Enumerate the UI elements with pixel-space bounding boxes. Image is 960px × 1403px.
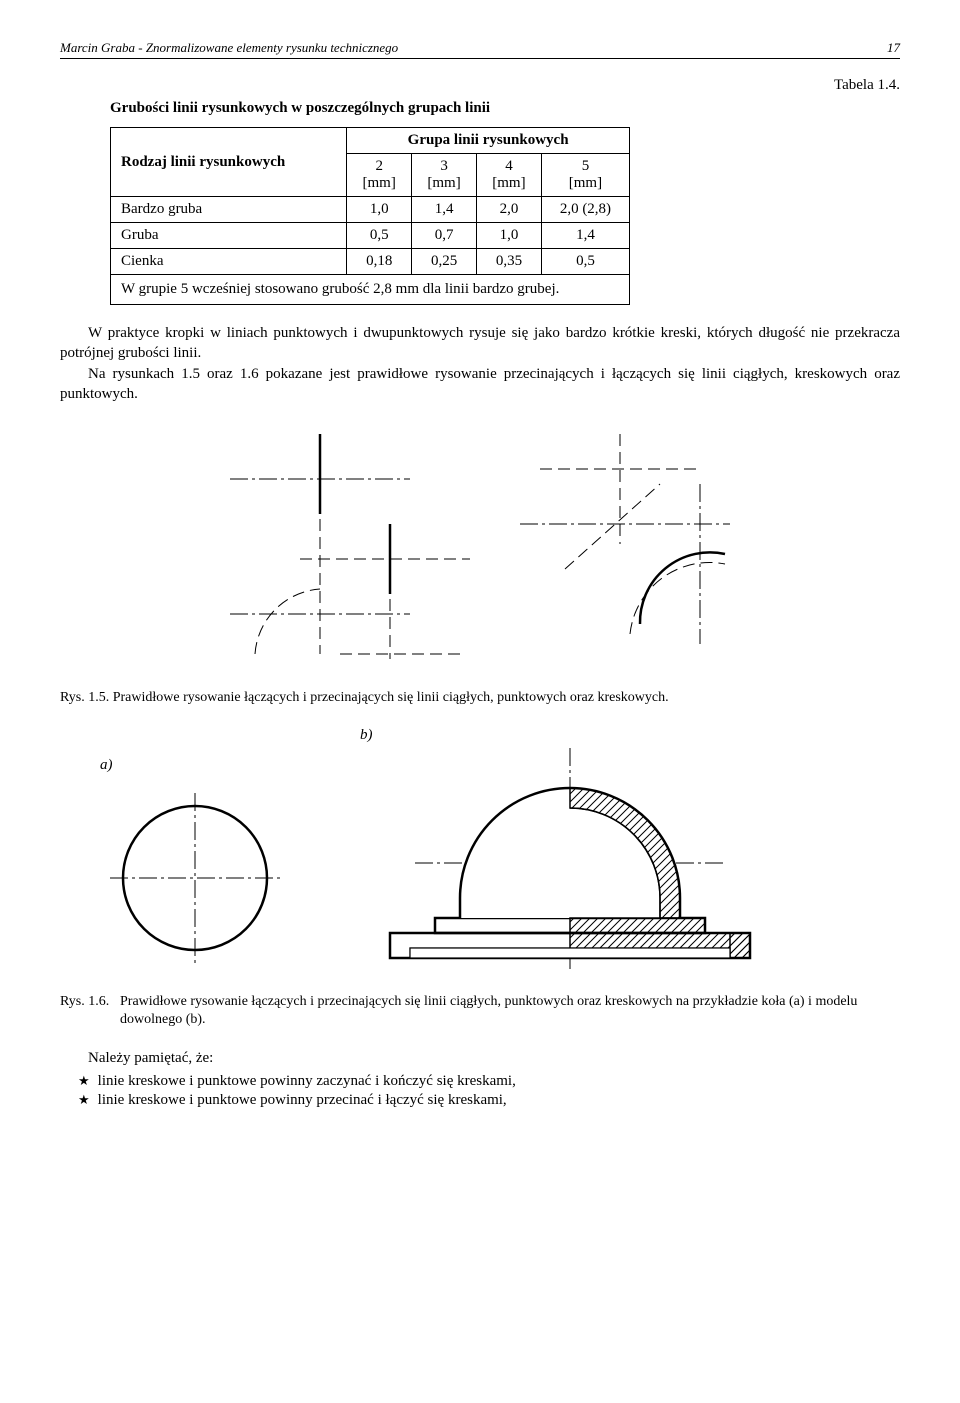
table-row: Cienka0,180,250,350,5 [111,249,630,275]
fig15-caption: Rys. 1.5. Prawidłowe rysowanie łączących… [60,689,900,707]
row-name: Gruba [111,223,347,249]
cell: 1,4 [541,223,629,249]
list-item: ★linie kreskowe i punktowe powinny przec… [78,1092,900,1109]
caption-num: Rys. 1.6. [60,993,120,1011]
cell: 1,4 [412,197,477,223]
cell: 0,5 [347,223,412,249]
notes-list: Należy pamiętać, że: ★linie kreskowe i p… [60,1050,900,1109]
column-header: 3[mm] [412,154,477,197]
fig15-svg [200,424,760,674]
fig16a-svg [100,778,290,978]
row-name: Cienka [111,249,347,275]
row-name: Bardzo gruba [111,197,347,223]
fig16-caption: Rys. 1.6.Prawidłowe rysowanie łączących … [60,993,900,1029]
cell: 0,7 [412,223,477,249]
table-footnote: W grupie 5 wcześniej stosowano grubość 2… [111,275,630,305]
fig16-label-b: b) [360,727,780,744]
column-header: 2[mm] [347,154,412,197]
figure-1-5 [60,424,900,679]
header-page-number: 17 [887,40,900,56]
cell: 0,35 [477,249,542,275]
caption-num: Rys. 1.5. [60,690,109,705]
list-intro: Należy pamiętać, że: [60,1050,900,1067]
cell: 0,25 [412,249,477,275]
table-title: Grubości linii rysunkowych w poszczególn… [110,100,900,117]
column-header: 4[mm] [477,154,542,197]
group-label: Grupa linii rysunkowych [347,128,630,154]
fig16b-svg [360,748,780,978]
cell: 1,0 [347,197,412,223]
cell: 2,0 (2,8) [541,197,629,223]
star-icon: ★ [78,1073,90,1088]
paragraph: W praktyce kropki w liniach punktowych i… [60,323,900,404]
cell: 0,18 [347,249,412,275]
caption-text: Prawidłowe rysowanie łączących i przecin… [113,690,669,705]
table-label: Tabela 1.4. [60,77,900,94]
caption-text: Prawidłowe rysowanie łączących i przecin… [120,993,890,1029]
cell: 1,0 [477,223,542,249]
page-header: Marcin Graba - Znormalizowane elementy r… [60,40,900,59]
cell: 0,5 [541,249,629,275]
rowhead-label: Rodzaj linii rysunkowych [111,128,347,197]
header-title: Marcin Graba - Znormalizowane elementy r… [60,40,398,56]
fig16-label-a: a) [100,757,290,774]
table-row: Gruba0,50,71,01,4 [111,223,630,249]
list-item: ★linie kreskowe i punktowe powinny zaczy… [78,1073,900,1090]
star-icon: ★ [78,1092,90,1107]
cell: 2,0 [477,197,542,223]
line-thickness-table: Rodzaj linii rysunkowych Grupa linii rys… [110,127,630,305]
figure-1-6: a) b) [100,727,900,983]
table-row: Bardzo gruba1,01,42,02,0 (2,8) [111,197,630,223]
column-header: 5[mm] [541,154,629,197]
